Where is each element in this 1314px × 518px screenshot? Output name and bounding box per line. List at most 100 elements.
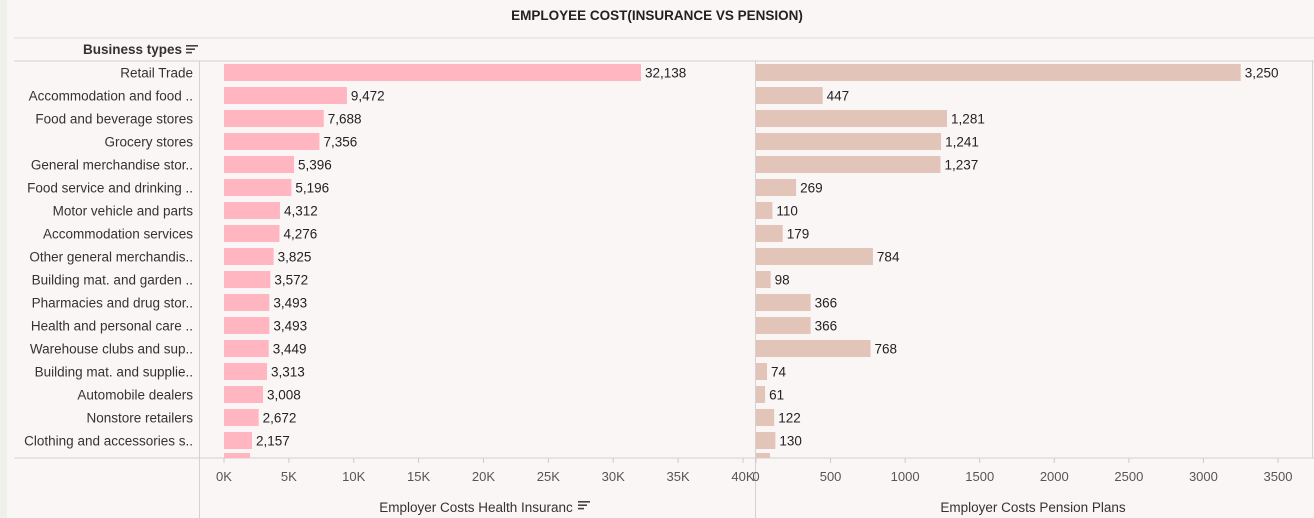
- insurance-value-label: 3,313: [271, 365, 305, 380]
- insurance-value-label: 32,138: [645, 66, 686, 81]
- insurance-tick-label: 10K: [342, 469, 365, 484]
- insurance-tick-label: 0K: [216, 469, 232, 484]
- pension-bar: [756, 248, 873, 265]
- insurance-bar: [224, 87, 347, 104]
- pension-axis-title: Employer Costs Pension Plans: [940, 500, 1126, 515]
- pension-tick-label: 2000: [1040, 469, 1069, 484]
- insurance-value-label: 3,008: [267, 388, 301, 403]
- insurance-value-label: 2,157: [256, 434, 290, 449]
- insurance-value-label: 2,672: [263, 411, 297, 426]
- pension-tick-label: 3000: [1189, 469, 1218, 484]
- pension-bar: [756, 225, 783, 242]
- category-label: Building mat. and supplie..: [35, 365, 193, 380]
- insurance-tick-label: 5K: [281, 469, 297, 484]
- category-label: Pharmacies and drug stor..: [32, 296, 193, 311]
- insurance-value-label: 7,688: [328, 112, 362, 127]
- left-edge-strip: [0, 0, 7, 518]
- pension-bar: [756, 386, 766, 403]
- insurance-bar: [224, 179, 292, 196]
- insurance-bar: [224, 294, 270, 311]
- insurance-value-label: 3,449: [273, 342, 307, 357]
- pension-value-label: 98: [775, 273, 790, 288]
- category-label: Automobile dealers: [77, 388, 193, 403]
- insurance-value-label: 3,572: [274, 273, 308, 288]
- category-label: General merchandise stor..: [31, 158, 193, 173]
- insurance-bar: [224, 248, 274, 265]
- pension-value-label: 122: [778, 411, 801, 426]
- pension-value-label: 179: [787, 227, 810, 242]
- insurance-tick-label: 20K: [472, 469, 495, 484]
- pension-value-label: 366: [815, 319, 838, 334]
- category-label: Motor vehicle and parts: [53, 204, 194, 219]
- pension-value-label: 784: [877, 250, 900, 265]
- category-label: Warehouse clubs and sup..: [30, 342, 193, 357]
- pension-value-label: 1,241: [945, 135, 979, 150]
- insurance-axis-title: Employer Costs Health Insuranc: [379, 500, 573, 515]
- pension-bar: [756, 294, 811, 311]
- insurance-bar: [224, 340, 269, 357]
- pension-bar: [756, 409, 775, 426]
- insurance-bar: [224, 225, 280, 242]
- pension-value-label: 1,237: [944, 158, 978, 173]
- pension-tick-label: 2500: [1114, 469, 1143, 484]
- category-label: Food service and drinking ..: [27, 181, 193, 196]
- pension-tick-label: 0: [752, 469, 759, 484]
- insurance-value-label: 9,472: [351, 89, 385, 104]
- pension-value-label: 110: [776, 204, 798, 219]
- insurance-value-label: 3,493: [273, 296, 307, 311]
- insurance-value-label: 5,396: [298, 158, 332, 173]
- insurance-bar: [224, 202, 280, 219]
- pension-bar: [756, 133, 942, 150]
- insurance-tick-label: 30K: [602, 469, 625, 484]
- pension-bar: [756, 340, 871, 357]
- pension-value-label: 130: [779, 434, 802, 449]
- axis-sort-icon[interactable]: [578, 501, 590, 510]
- pension-tick-label: 500: [820, 469, 842, 484]
- category-label: Food and beverage stores: [35, 112, 193, 127]
- insurance-value-label: 7,356: [323, 135, 357, 150]
- pension-value-label: 74: [771, 365, 787, 380]
- pension-bar: [756, 363, 768, 380]
- pension-value-label: 269: [800, 181, 823, 196]
- insurance-tick-label: 25K: [537, 469, 560, 484]
- insurance-bar: [224, 432, 252, 449]
- category-label: Other general merchandis..: [29, 250, 193, 265]
- category-label: Accommodation and food ..: [29, 89, 193, 104]
- rows-header[interactable]: Business types: [14, 40, 198, 60]
- pension-bar: [756, 432, 776, 449]
- category-label: Clothing and accessories s..: [24, 434, 193, 449]
- pension-value-label: 768: [875, 342, 898, 357]
- pension-value-label: 366: [815, 296, 838, 311]
- pension-bar: [756, 271, 771, 288]
- insurance-value-label: 5,196: [295, 181, 329, 196]
- insurance-value-label: 4,312: [284, 204, 318, 219]
- pension-value-label: 447: [827, 89, 850, 104]
- pension-bar: [756, 64, 1241, 81]
- category-label: Health and personal care ..: [31, 319, 193, 334]
- sort-icon-bar: [578, 504, 587, 506]
- category-label: Retail Trade: [120, 66, 193, 81]
- insurance-value-label: 3,493: [273, 319, 307, 334]
- pension-tick-label: 3500: [1264, 469, 1293, 484]
- pension-bar-partial: [756, 453, 770, 458]
- insurance-bar: [224, 110, 324, 127]
- pension-value-label: 3,250: [1245, 66, 1279, 81]
- insurance-bar: [224, 133, 320, 150]
- category-label: Grocery stores: [104, 135, 193, 150]
- sort-icon[interactable]: [186, 40, 198, 60]
- category-label: Building mat. and garden ..: [32, 273, 193, 288]
- category-label: Accommodation services: [43, 227, 193, 242]
- pension-bar: [756, 317, 811, 334]
- sort-icon-bar: [578, 501, 590, 503]
- insurance-bar: [224, 64, 641, 81]
- insurance-bar: [224, 271, 271, 288]
- pension-bar: [756, 156, 941, 173]
- insurance-bar-partial: [224, 453, 250, 458]
- insurance-bar: [224, 409, 259, 426]
- sort-icon-bar: [578, 507, 584, 510]
- pension-bar: [756, 87, 823, 104]
- partial-row: [224, 453, 770, 458]
- insurance-bar: [224, 317, 270, 334]
- insurance-tick-label: 15K: [407, 469, 430, 484]
